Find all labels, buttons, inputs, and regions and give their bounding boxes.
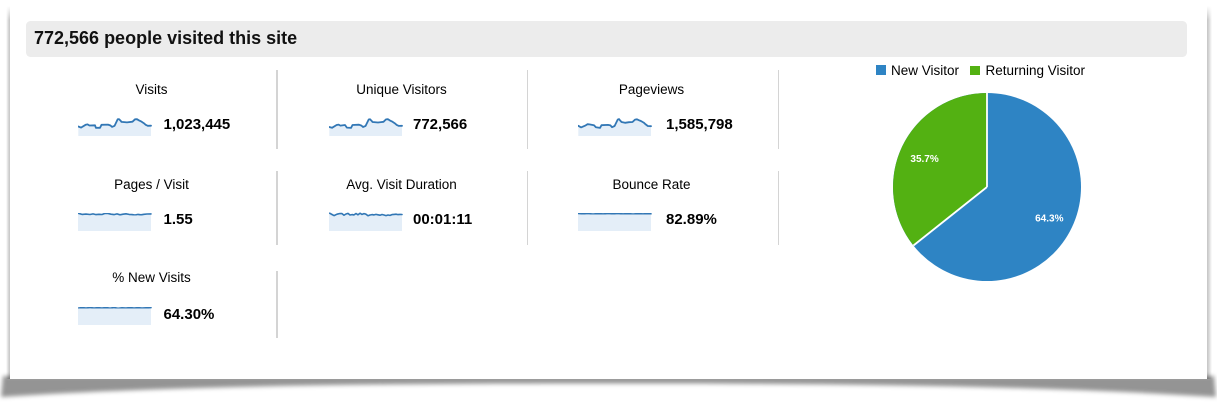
svg-text:35.7%: 35.7% bbox=[910, 153, 938, 164]
svg-text:64.3%: 64.3% bbox=[1035, 213, 1063, 224]
